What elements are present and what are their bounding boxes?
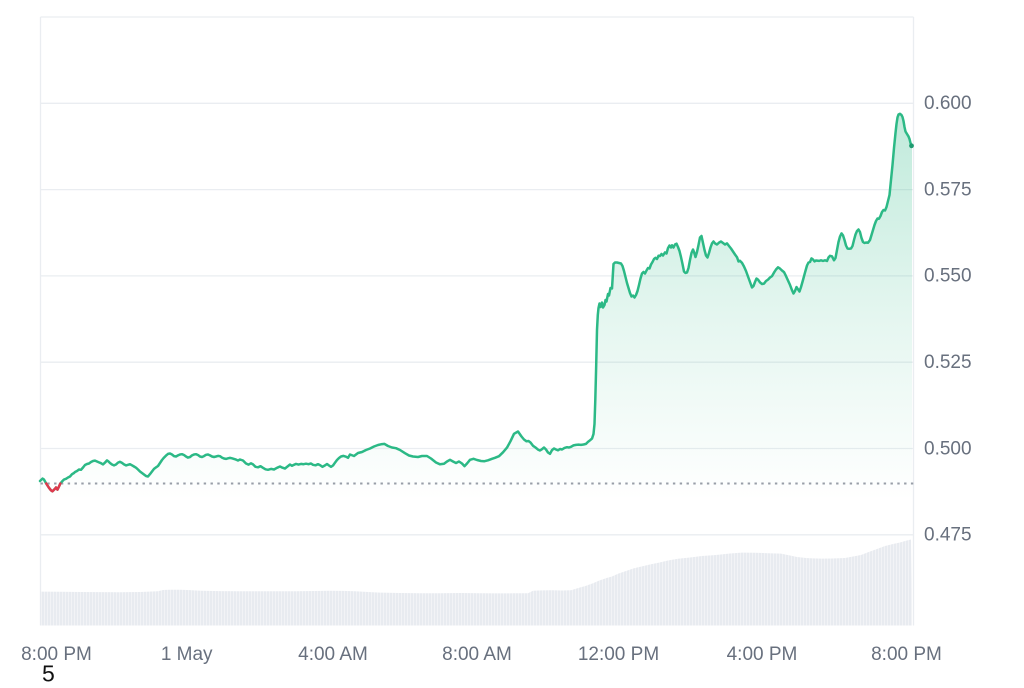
svg-text:8:00 AM: 8:00 AM	[442, 644, 512, 665]
svg-text:4:00 AM: 4:00 AM	[298, 644, 368, 665]
svg-text:0.500: 0.500	[924, 438, 972, 459]
svg-text:8:00 PM: 8:00 PM	[871, 644, 942, 665]
svg-text:4:00 PM: 4:00 PM	[727, 644, 798, 665]
svg-text:5: 5	[42, 661, 55, 684]
svg-text:1 May: 1 May	[161, 644, 213, 665]
svg-text:0.475: 0.475	[924, 525, 972, 546]
svg-text:0.525: 0.525	[924, 352, 972, 373]
svg-text:0.600: 0.600	[924, 93, 972, 114]
svg-text:0.575: 0.575	[924, 179, 972, 200]
svg-text:8:00 PM: 8:00 PM	[21, 644, 92, 665]
svg-text:12:00 PM: 12:00 PM	[578, 644, 659, 665]
svg-text:0.550: 0.550	[924, 266, 972, 287]
